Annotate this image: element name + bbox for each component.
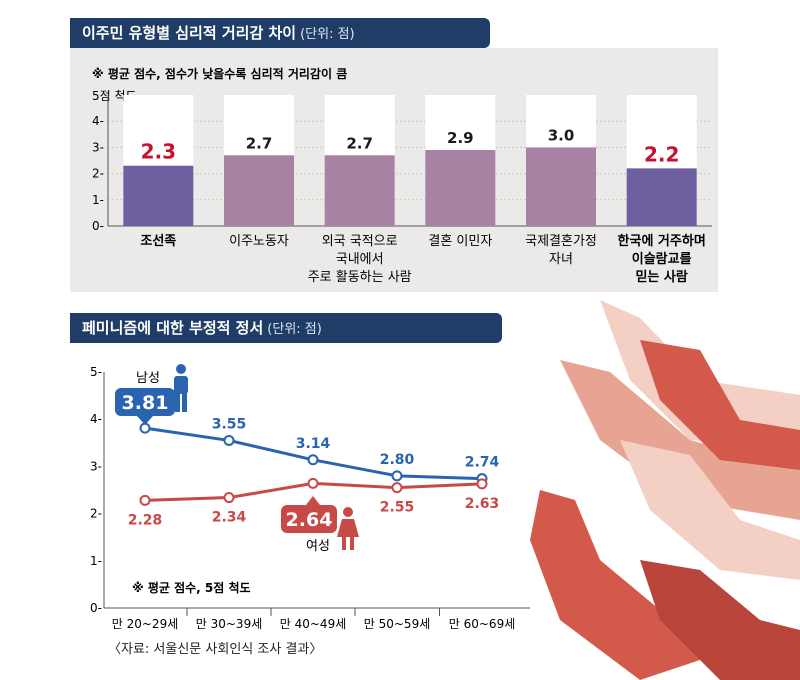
female-icon-head xyxy=(343,507,353,517)
hand-shape xyxy=(600,300,800,450)
bar-value-label: 2.2 xyxy=(644,142,679,166)
callout-value: 2.64 xyxy=(286,509,333,531)
callout-box xyxy=(281,505,337,533)
line-chart-title: 페미니즘에 대한 부정적 정서 xyxy=(82,319,264,337)
y-tick-label: 2- xyxy=(92,167,104,181)
female-icon-dress xyxy=(337,519,359,537)
data-point xyxy=(307,477,319,489)
hand-shape xyxy=(640,340,800,470)
female-icon-leg xyxy=(350,537,354,550)
x-category-label: 이주노동자 xyxy=(229,234,289,249)
data-value-label: 2.28 xyxy=(128,512,163,528)
bar-chart-title: 이주민 유형별 심리적 거리감 차이 xyxy=(82,24,297,42)
x-category-label: 만 20~29세 xyxy=(112,617,179,631)
series-name-label: 남성 xyxy=(136,371,160,386)
y-tick-label: 0- xyxy=(90,601,102,615)
x-category-label: 만 40~49세 xyxy=(280,617,347,631)
x-category-label: 외국 국적으로 xyxy=(322,234,398,249)
female-icon xyxy=(337,507,359,550)
hand-shape xyxy=(640,560,800,680)
bar xyxy=(425,150,496,226)
callout-pointer xyxy=(306,496,320,505)
y-tick-label: 4- xyxy=(90,412,102,426)
data-value-label: 2.55 xyxy=(380,500,415,516)
data-value-label: 3.55 xyxy=(212,416,247,432)
y-tick-label: 4- xyxy=(92,114,104,128)
bar-value-label: 2.7 xyxy=(246,134,273,152)
bar-chart-note: ※ 평균 점수, 점수가 낮을수록 심리적 거리감이 큼 xyxy=(92,66,347,81)
source-footer: 〈자료: 서울신문 사회인식 조사 결과〉 xyxy=(108,642,323,657)
data-point xyxy=(391,470,403,482)
bar xyxy=(526,147,596,226)
male-icon xyxy=(174,364,188,412)
x-category-label: 만 50~59세 xyxy=(364,617,431,631)
x-category-label: 국제결혼가정 xyxy=(525,234,597,249)
callout-value: 3.81 xyxy=(122,392,169,414)
callout-box xyxy=(115,388,175,416)
bar-value-label: 2.7 xyxy=(346,134,373,152)
x-category-label: 만 60~69세 xyxy=(449,617,516,631)
female-icon-leg xyxy=(342,537,346,550)
data-value-label: 2.80 xyxy=(380,452,415,468)
series-name-label: 여성 xyxy=(306,539,330,554)
bar xyxy=(224,155,294,226)
bar-chart: ※ 평균 점수, 점수가 낮을수록 심리적 거리감이 큼5점 척도1-2-3-4… xyxy=(92,66,712,285)
data-point xyxy=(139,494,151,506)
hand-shape xyxy=(530,490,700,680)
data-point xyxy=(139,422,151,434)
data-value-label: 2.63 xyxy=(465,496,500,512)
line-chart-note: ※ 평균 점수, 5점 척도 xyxy=(132,580,251,595)
y-tick-label: 5- xyxy=(90,365,102,379)
callout-pointer xyxy=(137,416,153,425)
male-icon-head xyxy=(176,364,186,374)
male-icon-leg xyxy=(182,392,187,412)
x-category-label: 주로 활동하는 사람 xyxy=(308,270,412,285)
x-category-label: 만 30~39세 xyxy=(196,617,263,631)
data-point xyxy=(307,454,319,466)
hand-shape xyxy=(620,440,800,580)
bar-value-label: 2.3 xyxy=(141,140,176,164)
x-category-label: 한국에 거주하며 xyxy=(618,233,706,249)
hand-shape xyxy=(560,360,800,520)
y-tick-label: 1- xyxy=(90,554,102,568)
bar xyxy=(123,165,194,226)
data-value-label: 2.74 xyxy=(465,455,500,471)
line-chart-header: 페미니즘에 대한 부정적 정서 (단위: 점) xyxy=(70,313,502,343)
y-tick-label: 3- xyxy=(90,459,102,473)
data-point xyxy=(391,482,403,494)
x-category-label: 국내에서 xyxy=(336,252,384,267)
x-category-label: 이슬람교를 xyxy=(632,251,692,267)
male-icon-leg xyxy=(175,392,180,412)
y-tick-label: 3- xyxy=(92,140,104,154)
y-tick-label: 1- xyxy=(92,193,104,207)
x-category-label: 결혼 이민자 xyxy=(428,234,492,249)
x-category-label: 믿는 사람 xyxy=(635,269,687,285)
bar xyxy=(324,155,395,226)
data-value-label: 2.34 xyxy=(212,510,247,526)
data-point xyxy=(223,434,235,446)
y-tick-label: 2- xyxy=(90,507,102,521)
data-point xyxy=(223,492,235,504)
hands-pushing-away-illustration xyxy=(530,300,800,680)
bar-chart-header: 이주민 유형별 심리적 거리감 차이 (단위: 점) xyxy=(70,18,490,48)
line-chart-unit: (단위: 점) xyxy=(267,322,322,337)
bar-chart-unit: (단위: 점) xyxy=(300,27,355,42)
data-point xyxy=(476,478,488,490)
bar xyxy=(626,168,697,226)
bar-value-label: 3.0 xyxy=(548,126,575,144)
data-value-label: 3.14 xyxy=(296,436,331,452)
x-category-label: 자녀 xyxy=(549,252,573,267)
male-icon-body xyxy=(174,376,188,394)
x-category-label: 조선족 xyxy=(140,233,176,249)
y-tick-label-zero: 0- xyxy=(92,219,104,233)
bar-value-label: 2.9 xyxy=(447,129,474,147)
